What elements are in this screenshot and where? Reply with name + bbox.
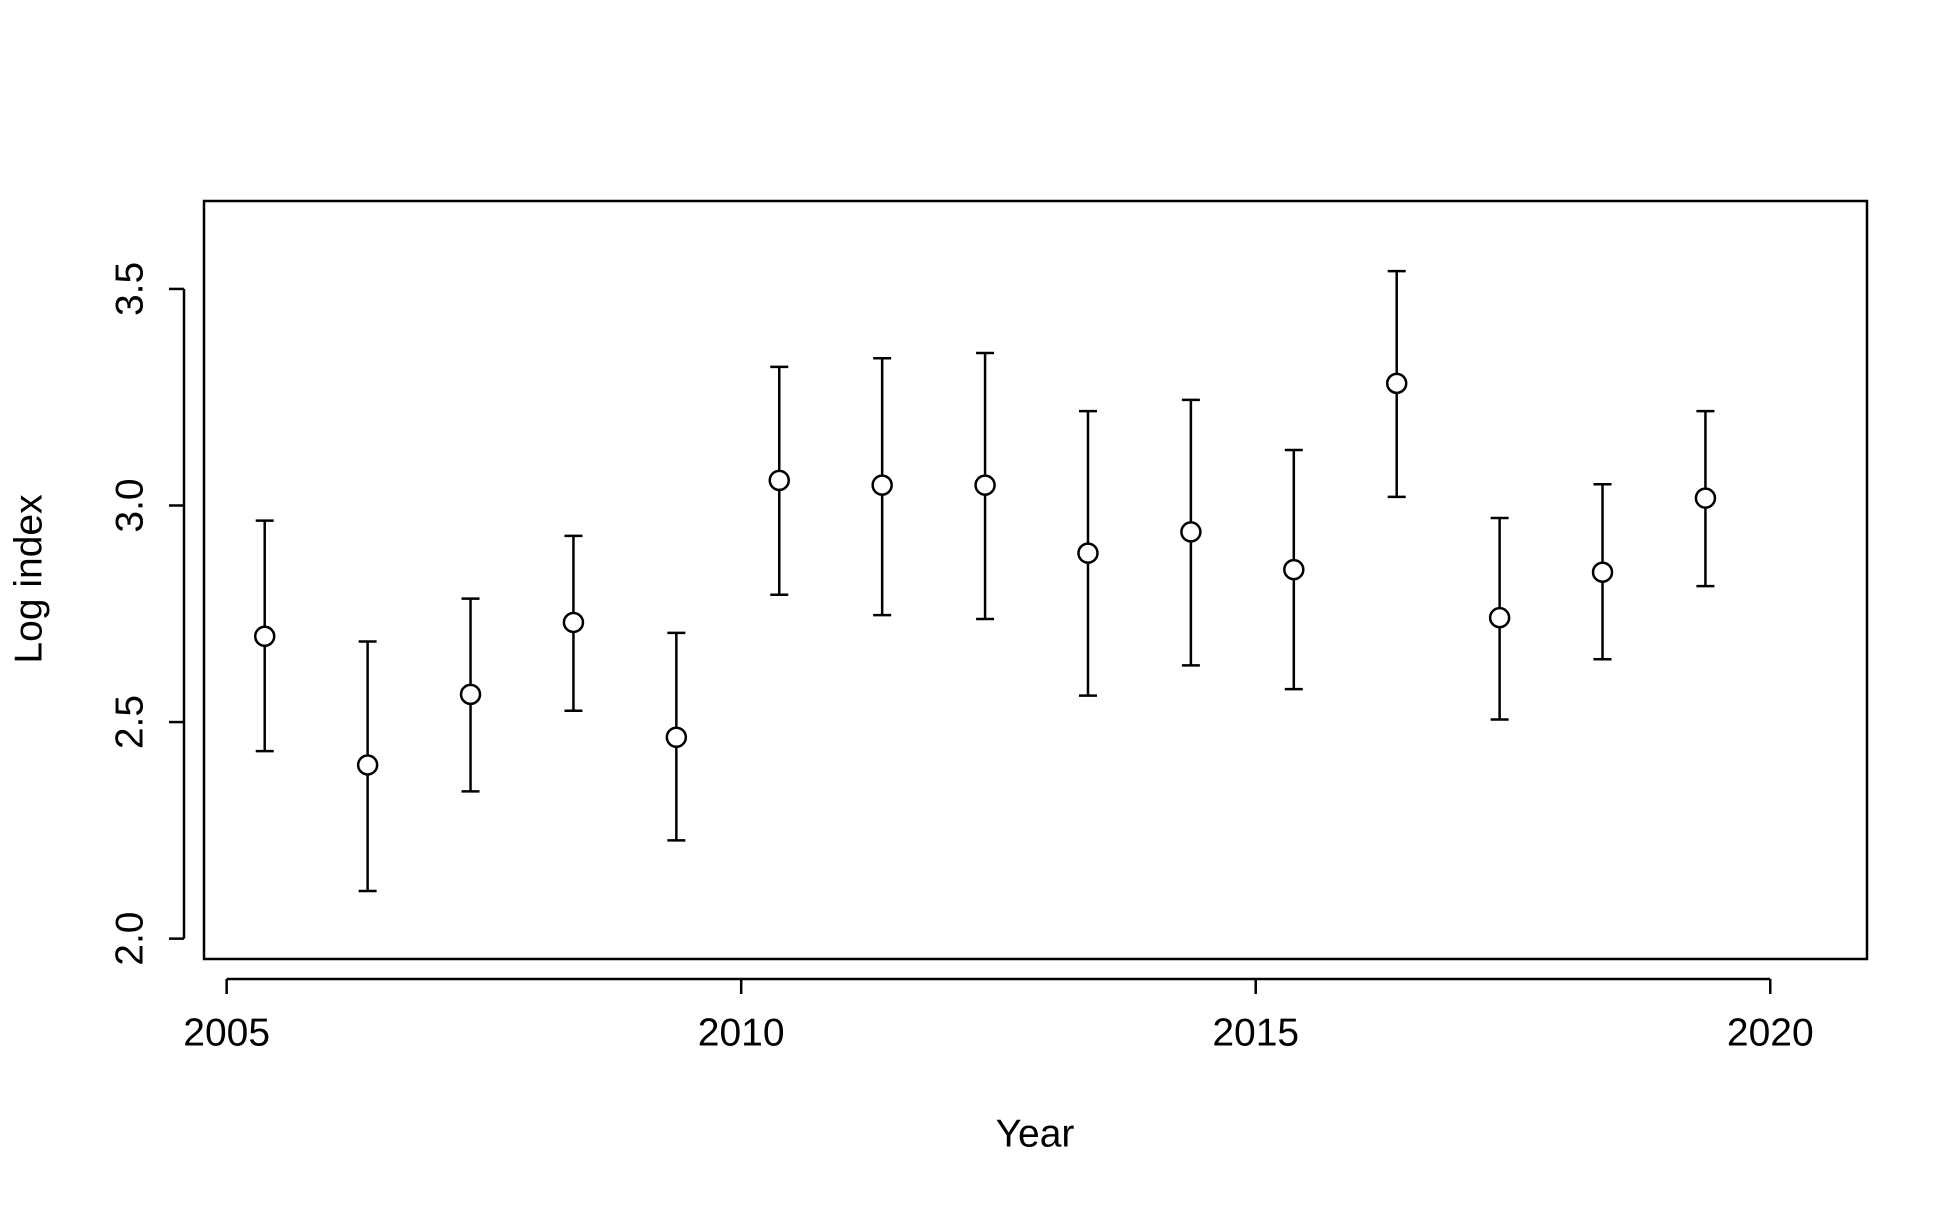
y-tick-label: 2.0 [108,912,151,966]
point [1385,372,1408,395]
point [768,469,791,492]
x-tick-label: 2010 [698,1011,785,1054]
point [871,474,893,496]
point [562,611,585,634]
point [1694,487,1717,509]
x-axis-title: Year [996,1112,1075,1155]
point [459,683,482,706]
point [665,726,688,748]
y-tick-label: 3.5 [108,262,151,316]
point [974,474,996,496]
point [1077,542,1099,564]
point [253,625,276,648]
y-tick-label: 3.0 [108,478,151,532]
x-tick-label: 2015 [1212,1011,1299,1054]
point [1488,606,1511,629]
x-tick-label: 2020 [1727,1011,1814,1054]
point [1283,558,1305,581]
y-axis-title: Log index [7,494,50,664]
point [356,754,379,776]
x-tick-label: 2005 [183,1011,270,1054]
point [1180,521,1202,543]
point [1591,561,1614,583]
y-tick-label: 2.5 [108,695,151,749]
plot-frame [202,199,1869,961]
